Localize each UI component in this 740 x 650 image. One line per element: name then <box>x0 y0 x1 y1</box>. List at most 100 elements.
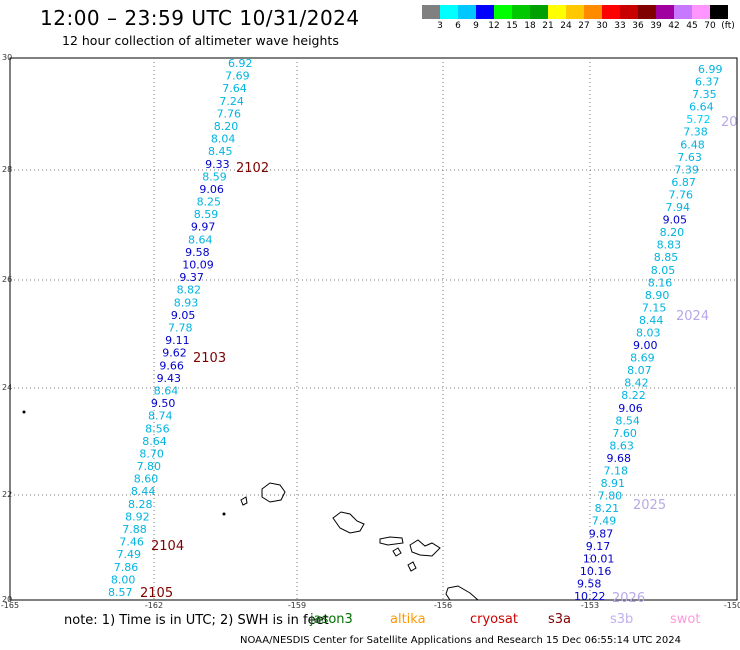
wave-height-value: 7.78 <box>168 322 193 335</box>
wave-height-value: 7.49 <box>592 515 617 528</box>
island-oahu <box>332 511 365 534</box>
wave-height-value: 9.50 <box>151 397 176 410</box>
wave-height-value: 8.28 <box>128 498 153 511</box>
wave-height-value: 8.16 <box>648 276 673 289</box>
wave-height-value: 7.24 <box>219 95 244 108</box>
color-swatch <box>530 5 548 19</box>
wave-height-value: 8.44 <box>131 485 156 498</box>
wave-height-value: 8.54 <box>615 414 640 427</box>
wave-height-value: 8.85 <box>654 251 679 264</box>
wave-height-value: 7.69 <box>225 70 250 83</box>
islet-dot-2 <box>222 512 226 516</box>
pass-time-label: 2025 <box>633 498 666 513</box>
color-swatch <box>512 5 530 19</box>
note-text: note: 1) Time is in UTC; 2) SWH is in fe… <box>64 613 329 628</box>
x-tick-label: -162 <box>144 601 164 610</box>
pass-time-label: 2103 <box>193 351 226 366</box>
wave-height-value: 6.87 <box>671 176 696 189</box>
wave-height-value: 10.22 <box>574 590 606 603</box>
color-scale-tick: 9 <box>473 21 479 31</box>
island-kauai <box>261 482 286 503</box>
wave-height-value: 9.87 <box>589 527 614 540</box>
wave-height-value: 8.05 <box>651 264 676 277</box>
wave-height-value: 8.91 <box>601 477 626 490</box>
wave-height-value: 8.93 <box>174 296 199 309</box>
wave-height-value: 8.70 <box>139 447 164 460</box>
wave-height-value: 8.21 <box>595 502 620 515</box>
wave-height-value: 10.01 <box>583 552 615 565</box>
wave-height-value: 8.44 <box>639 314 664 327</box>
color-swatch <box>674 5 692 19</box>
x-tick-label: -159 <box>287 601 307 610</box>
island-lanai <box>392 547 402 557</box>
wave-height-value: 9.11 <box>165 334 190 347</box>
wave-height-value: 8.60 <box>134 473 159 486</box>
y-tick-label: 22 <box>2 490 13 499</box>
color-scale-tick: 24 <box>560 21 572 31</box>
color-scale-tick: 42 <box>668 21 680 31</box>
wave-height-value: 7.18 <box>604 465 629 478</box>
wave-height-value: 8.42 <box>624 377 649 390</box>
satellite-legend-swot: swot <box>670 612 701 627</box>
page-title: 12:00 – 23:59 UTC 10/31/2024 <box>40 6 360 30</box>
wave-height-value: 9.05 <box>171 309 196 322</box>
color-swatch <box>602 5 620 19</box>
wave-height-value: 8.69 <box>630 352 655 365</box>
y-tick-label: 24 <box>2 383 13 392</box>
wave-height-value: 8.63 <box>609 439 634 452</box>
altimeter-tracks: 6.927.697.647.247.768.208.048.459.338.59… <box>108 57 723 603</box>
color-swatch <box>566 5 584 19</box>
plot-frame <box>9 57 738 601</box>
wave-height-value: 7.80 <box>137 460 162 473</box>
pass-time-label: 20 <box>721 115 738 130</box>
wave-height-value: 7.86 <box>114 561 139 574</box>
x-tick-label: -153 <box>580 601 600 610</box>
wave-height-value: 9.17 <box>586 540 611 553</box>
wave-height-value: 6.37 <box>695 76 720 89</box>
wave-height-value: 8.83 <box>657 239 682 252</box>
wave-height-value: 7.94 <box>666 201 691 214</box>
wave-height-value: 6.92 <box>228 57 253 70</box>
wave-height-value: 9.06 <box>618 402 643 415</box>
satellite-legend-altika: altika <box>390 612 426 627</box>
y-tick-label: 20 <box>2 595 13 604</box>
wave-height-value: 8.92 <box>125 510 149 523</box>
color-scale-tick: 36 <box>632 21 644 31</box>
y-tick-label: 30 <box>2 53 13 62</box>
wave-height-value: 9.97 <box>191 221 216 234</box>
wave-height-value: 8.74 <box>148 410 173 423</box>
color-scale-tick: 6 <box>455 21 461 31</box>
island-kahoolawe <box>407 561 417 572</box>
wave-height-value: 5.72 <box>686 113 711 126</box>
pass-time-label: 2024 <box>676 309 709 324</box>
wave-height-value: 7.80 <box>598 490 623 503</box>
color-swatch <box>476 5 494 19</box>
wave-height-value: 7.76 <box>668 188 693 201</box>
wave-height-value: 6.48 <box>680 138 705 151</box>
satellite-legend-s3a: s3a <box>548 612 572 627</box>
wave-height-value: 8.03 <box>636 327 661 340</box>
y-tick-label: 28 <box>2 165 13 174</box>
time-labels: 2102 2103 2104 2105 20 2024 2025 2026 <box>140 115 738 606</box>
wave-height-value: 8.25 <box>197 196 222 209</box>
wave-height-value: 7.15 <box>642 301 667 314</box>
satellite-legend-cryosat: cryosat <box>470 612 518 627</box>
island-outlines <box>22 410 480 601</box>
wave-height-value: 8.00 <box>111 573 136 586</box>
color-scale-tick: 70 <box>704 21 716 31</box>
wave-height-value: 6.99 <box>698 63 723 76</box>
satellite-legend-s3b: s3b <box>610 612 634 627</box>
color-swatch <box>548 5 566 19</box>
color-scale-bar <box>422 5 728 19</box>
island-molokai <box>379 536 404 546</box>
color-scale-tick: 21 <box>542 21 554 31</box>
island-maui <box>409 539 441 557</box>
color-scale-tick: 30 <box>596 21 608 31</box>
color-swatch <box>620 5 638 19</box>
subtitle: 12 hour collection of altimeter wave hei… <box>62 33 339 48</box>
color-swatch <box>638 5 656 19</box>
wave-height-value: 8.59 <box>202 170 227 183</box>
color-scale-tick: (ft) <box>721 21 735 31</box>
